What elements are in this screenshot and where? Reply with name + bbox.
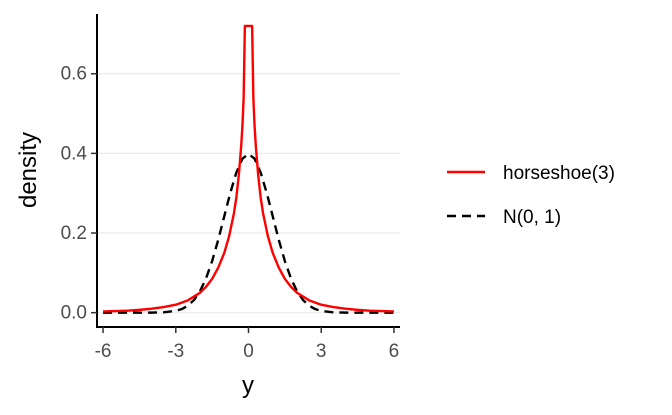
legend-label-1: N(0, 1) bbox=[503, 207, 561, 228]
x-tick-label: 3 bbox=[316, 341, 327, 362]
x-tick-label: -6 bbox=[95, 341, 112, 362]
x-tick-label: -3 bbox=[167, 341, 184, 362]
x-tick-label: 0 bbox=[243, 341, 254, 362]
y-axis-ticks: 0.0 0.2 0.4 0.6 bbox=[61, 64, 97, 324]
y-axis-title: density bbox=[15, 132, 42, 208]
x-tick-label: 6 bbox=[389, 341, 400, 362]
series-lines bbox=[103, 24, 394, 314]
x-axis-title: y bbox=[242, 372, 254, 399]
legend-label-0: horseshoe(3) bbox=[503, 163, 615, 184]
gridlines bbox=[97, 73, 400, 314]
y-tick-label: 0.6 bbox=[61, 64, 87, 85]
x-axis-ticks: -6 -3 0 3 6 bbox=[95, 327, 400, 362]
y-tick-label: 0.0 bbox=[61, 303, 87, 324]
y-tick-label: 0.4 bbox=[61, 143, 88, 164]
series-line-0 bbox=[103, 24, 394, 313]
y-tick-label: 0.2 bbox=[61, 223, 87, 244]
legend: horseshoe(3) N(0, 1) bbox=[447, 163, 615, 228]
